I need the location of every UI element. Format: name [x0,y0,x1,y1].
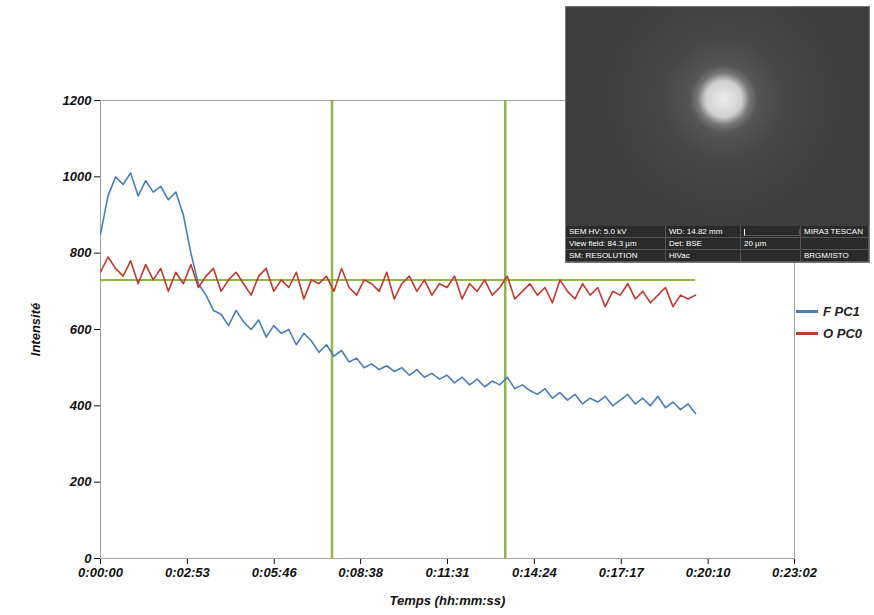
svg-text:0:23:02: 0:23:02 [772,565,818,580]
html-text:MIRA3 TESCAN: MIRA3 TESCAN [804,227,863,236]
svg-text:Temps (hh:mm:ss): Temps (hh:mm:ss) [390,593,506,608]
svg-text:1000: 1000 [63,169,93,184]
svg-text:0:14:24: 0:14:24 [512,565,558,580]
html-text:SEM HV: 5.0 kV: SEM HV: 5.0 kV [569,227,627,236]
html-text:O PC0: O PC0 [823,325,862,341]
svg-text:0:20:10: 0:20:10 [686,565,732,580]
svg-text:0: 0 [84,551,92,566]
html-text:HiVac: HiVac [669,251,690,260]
html-text:20 µm: 20 µm [744,239,767,248]
svg-text:0:02:53: 0:02:53 [165,565,211,580]
html-text:BRGM/ISTO: BRGM/ISTO [804,251,849,260]
svg-text:Intensité: Intensité [28,303,43,356]
svg-text:0:17:17: 0:17:17 [599,565,645,580]
svg-text:600: 600 [70,322,92,337]
svg-text:400: 400 [69,398,92,413]
html-text:SM: RESOLUTION: SM: RESOLUTION [569,251,638,260]
html-text:View field: 84.3 µm: View field: 84.3 µm [569,239,637,248]
svg-text:0:11:31: 0:11:31 [426,565,470,580]
svg-text:0:00:00: 0:00:00 [78,565,124,580]
svg-text:0:05:46: 0:05:46 [252,565,298,580]
svg-text:1200: 1200 [63,93,93,108]
svg-text:0:08:38: 0:08:38 [338,565,384,580]
html-text:Det: BSE: Det: BSE [669,239,702,248]
html-text:F PC1: F PC1 [823,303,860,319]
html-text:WD: 14.82 mm: WD: 14.82 mm [669,227,723,236]
svg-text:800: 800 [70,245,92,260]
svg-text:200: 200 [69,474,92,489]
